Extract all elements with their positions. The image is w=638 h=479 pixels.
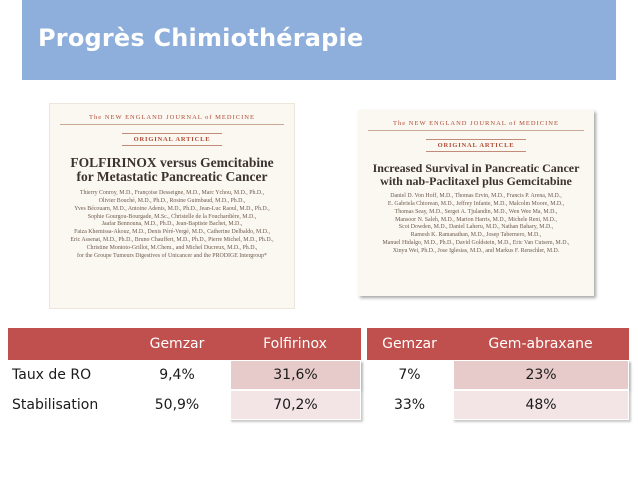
- author-line: Xinyu Wei, Ph.D., Jose Iglesias, M.D., a…: [392, 247, 560, 254]
- table-row: Taux de RO 9,4% 31,6%: [8, 360, 361, 390]
- article-abraxane-thumbnail: The NEW ENGLAND JOURNAL of MEDICINE ORIG…: [358, 110, 594, 296]
- row-label-taux-ro: Taux de RO: [8, 360, 125, 390]
- author-line: Thomas Seay, M.D., Sergei A. Tjulandin, …: [394, 208, 558, 215]
- table-row: 33% 48%: [367, 390, 629, 420]
- column-header-gemzar: Gemzar: [125, 328, 229, 360]
- author-line: Sophie Gourgou-Bourgade, M.Sc., Christel…: [87, 213, 257, 220]
- author-line: Manuel Hidalgo, M.D., Ph.D., David Golds…: [382, 239, 570, 246]
- table-folfirinox-comparison: Gemzar Folfirinox Taux de RO 9,4% 31,6% …: [8, 328, 361, 420]
- cell-gemzar-stabilisation: 50,9%: [125, 390, 229, 420]
- author-line: Jaafar Bennouna, M.D., Ph.D., Jean-Bapti…: [101, 221, 243, 228]
- cell-gemzar-row2: 33%: [367, 390, 452, 420]
- table-abraxane-comparison: Gemzar Gem-abraxane 7% 23% 33% 48%: [367, 328, 629, 420]
- author-line: Christine Montoto-Grillot, M.Chem., and …: [86, 244, 258, 251]
- divider: [368, 130, 584, 131]
- cell-gem-abraxane-row2: 48%: [452, 390, 629, 420]
- slide-title: Progrès Chimiothérapie: [38, 24, 364, 52]
- table-corner-cell: [8, 328, 125, 360]
- author-line: Ramesh K. Ramanathan, M.D., Josep Tabern…: [410, 232, 542, 239]
- headline-line: FOLFIRINOX versus Gemcitabine: [70, 155, 274, 170]
- divider: [60, 124, 284, 125]
- headline-line: for Metastatic Pancreatic Cancer: [76, 169, 268, 185]
- article-folfirinox-thumbnail: The NEW ENGLAND JOURNAL of MEDICINE ORIG…: [50, 104, 294, 308]
- article-headline: FOLFIRINOX versus Gemcitabine for Metast…: [58, 155, 286, 185]
- author-line: E. Gabriela Chiorean, M.D., Jeffrey Infa…: [387, 200, 565, 207]
- column-header-folfirinox: Folfirinox: [229, 328, 361, 360]
- cell-gemzar-row1: 7%: [367, 360, 452, 390]
- column-header-gemzar: Gemzar: [367, 328, 452, 360]
- column-header-gem-abraxane: Gem-abraxane: [452, 328, 629, 360]
- author-line: Daniel D. Von Hoff, M.D., Thomas Ervin, …: [390, 193, 562, 200]
- article-section-label: ORIGINAL ARTICLE: [425, 139, 527, 152]
- table-header-row: Gemzar Gem-abraxane: [367, 328, 629, 360]
- author-line: Olivier Bouché, M.D., Ph.D., Rosine Guim…: [98, 198, 246, 205]
- author-line: Mansoor N. Saleh, M.D., Marion Harris, M…: [395, 216, 557, 223]
- row-label-stabilisation: Stabilisation: [8, 390, 125, 420]
- cell-gem-abraxane-row1: 23%: [452, 360, 629, 390]
- article-section-label: ORIGINAL ARTICLE: [121, 133, 223, 146]
- table-row: 7% 23%: [367, 360, 629, 390]
- journal-name: The NEW ENGLAND JOURNAL of MEDICINE: [393, 120, 559, 127]
- slide-header: Progrès Chimiothérapie: [22, 0, 616, 80]
- article-authors: Daniel D. Von Hoff, M.D., Thomas Ervin, …: [364, 193, 588, 255]
- table-row: Stabilisation 50,9% 70,2%: [8, 390, 361, 420]
- journal-name: The NEW ENGLAND JOURNAL of MEDICINE: [89, 114, 255, 121]
- table-header-row: Gemzar Folfirinox: [8, 328, 361, 360]
- article-headline: Increased Survival in Pancreatic Cancer …: [366, 162, 586, 187]
- cell-folfirinox-stabilisation: 70,2%: [229, 390, 361, 420]
- cell-folfirinox-taux-ro: 31,6%: [229, 360, 361, 390]
- author-line: Yves Bécouarn, M.D., Antoine Adenis, M.D…: [74, 205, 270, 212]
- headline-line: with nab-Paclitaxel plus Gemcitabine: [380, 173, 572, 188]
- author-line: Thierry Conroy, M.D., Françoise Desseign…: [79, 190, 265, 197]
- author-line: for the Groupe Tumeurs Digestives of Uni…: [77, 252, 267, 259]
- article-authors: Thierry Conroy, M.D., Françoise Desseign…: [56, 190, 288, 260]
- author-line: Scot Dowden, M.D., Daniel Laheru, M.D., …: [398, 224, 554, 231]
- headline-line: Increased Survival in Pancreatic Cancer: [372, 161, 580, 175]
- author-line: Faiza Khemissa-Akouz, M.D., Denis Péré-V…: [74, 229, 270, 236]
- author-line: Eric Assenat, M.D., Ph.D., Bruno Chauffe…: [70, 237, 274, 244]
- cell-gemzar-taux-ro: 9,4%: [125, 360, 229, 390]
